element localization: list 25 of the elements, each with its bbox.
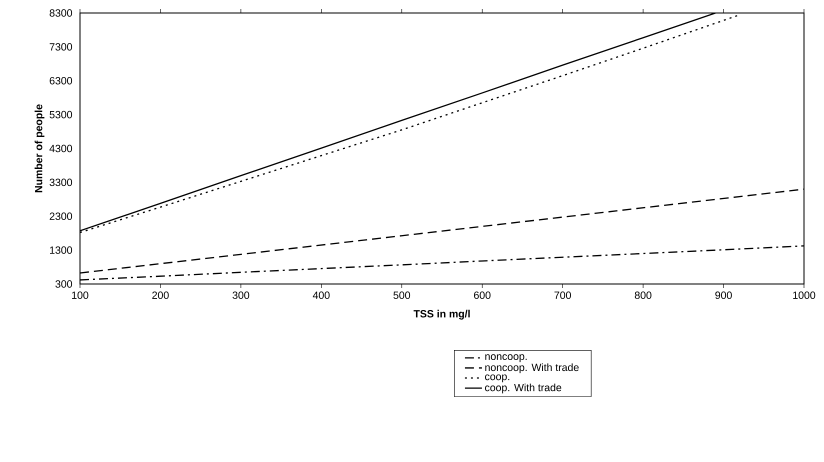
x-tick-label: 300 [232, 292, 250, 299]
x-tick-label: 400 [312, 292, 330, 299]
y-axis-title: Number of people [34, 104, 44, 192]
y-tick-label: 1300 [50, 246, 72, 254]
y-tick-label: 2300 [50, 212, 72, 220]
y-tick-label: 7300 [50, 43, 72, 51]
x-axis-title: TSS in mg/l [414, 310, 470, 320]
y-tick-label: 8300 [50, 9, 72, 17]
y-tick-label: 3300 [50, 178, 72, 186]
x-tick-label: 200 [152, 292, 169, 299]
legend-label: noncoop. [485, 354, 527, 362]
legend-label: coop. [485, 374, 510, 382]
legend-label: noncoop. With trade [485, 363, 579, 374]
x-tick-label: 900 [715, 292, 732, 299]
x-tick-label: 800 [634, 292, 652, 299]
y-tick-label: 5300 [50, 110, 72, 118]
x-tick-label: 500 [393, 292, 410, 299]
y-tick-label: 300 [55, 280, 72, 288]
x-tick-label: 1000 [793, 292, 816, 299]
legend-label: coop. With trade [485, 384, 562, 394]
x-tick-label: 100 [72, 292, 88, 299]
x-tick-label: 700 [554, 292, 571, 299]
y-tick-label: 6300 [50, 77, 72, 84]
x-tick-label: 600 [474, 292, 491, 299]
y-tick-label: 4300 [49, 144, 72, 152]
